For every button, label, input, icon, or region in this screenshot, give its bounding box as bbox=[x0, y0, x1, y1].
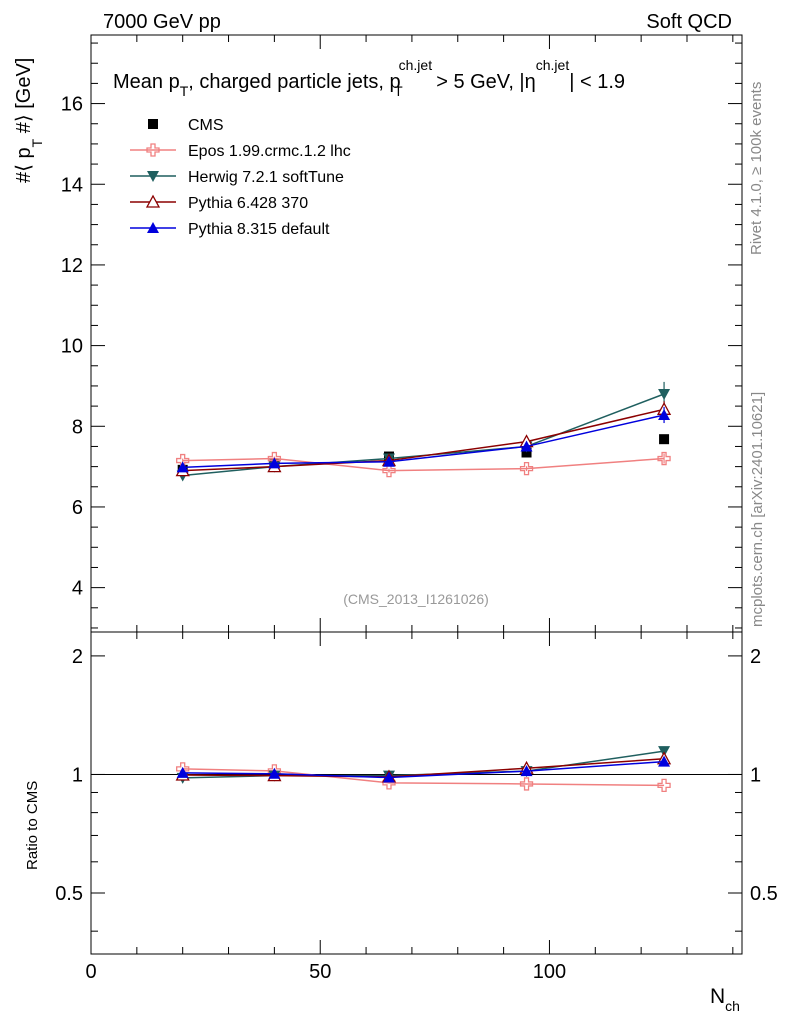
y-tick-label: 4 bbox=[72, 578, 83, 600]
marker-shape bbox=[657, 778, 671, 793]
y-tick-label: 8 bbox=[72, 416, 83, 438]
series-4-point bbox=[658, 408, 671, 420]
header-left: 7000 GeV pp bbox=[103, 11, 221, 33]
marker-shape bbox=[382, 463, 396, 478]
legend: CMS Epos 1.99.crmc.1.2 lhc Herwig 7.2.1 so… bbox=[130, 117, 351, 238]
series-4-point bbox=[176, 461, 189, 473]
x-tick-label: 50 bbox=[309, 961, 331, 983]
legend-entry: Herwig 7.2.1 softTune bbox=[130, 169, 344, 186]
marker-shape bbox=[146, 143, 160, 157]
ratio-plot-frame bbox=[90, 631, 743, 955]
legend-marker bbox=[146, 143, 160, 157]
x-tick-label: 0 bbox=[85, 961, 96, 983]
legend-entry: CMS bbox=[148, 117, 224, 134]
ratio-y-label: Ratio to CMS bbox=[24, 781, 41, 870]
series-4-point bbox=[520, 440, 533, 452]
marker-shape bbox=[519, 777, 534, 791]
legend-label: Pythia 6.428 370 bbox=[188, 195, 308, 212]
legend-label: Epos 1.99.crmc.1.2 lhc bbox=[188, 143, 351, 160]
y-tick-label: 16 bbox=[61, 94, 83, 116]
legend-marker bbox=[147, 171, 159, 182]
series-4-point bbox=[268, 457, 281, 469]
analysis-watermark: (CMS_2013_I1261026) bbox=[343, 591, 489, 607]
plot-title: Mean pT, charged particle jets, pch.jet T… bbox=[113, 57, 625, 99]
legend-marker bbox=[147, 222, 159, 233]
y-tick-label: 14 bbox=[61, 174, 83, 196]
series-1-point bbox=[657, 451, 671, 466]
ratio-series-0-point bbox=[519, 777, 534, 791]
series-3-line bbox=[182, 408, 665, 472]
series-2-point bbox=[658, 389, 671, 401]
main-y-label: #⟨ pT #⟩ [GeV] bbox=[13, 58, 45, 183]
series-0-point bbox=[521, 447, 532, 458]
ratio-series-3-point bbox=[176, 766, 189, 778]
x-axis-label: Nch bbox=[710, 985, 740, 1014]
marker-shape bbox=[519, 461, 534, 476]
marks-group bbox=[175, 381, 672, 793]
ratio-series-3-point bbox=[658, 755, 671, 767]
ratio-y-tick-label-right: 0.5 bbox=[750, 883, 778, 905]
legend-entry: Pythia 6.428 370 bbox=[130, 194, 308, 212]
legend-label: CMS bbox=[188, 117, 224, 134]
ratio-series-3-point bbox=[382, 771, 395, 783]
ratio-y-tick-label: 2 bbox=[72, 646, 83, 668]
ratio-series-3-point bbox=[268, 767, 281, 779]
legend-marker bbox=[145, 194, 161, 208]
ratio-series-0-line bbox=[182, 768, 665, 787]
ratio-y-tick-label-right: 2 bbox=[750, 646, 761, 668]
ratio-y-tick-label: 0.5 bbox=[55, 883, 83, 905]
x-tick-label: 100 bbox=[533, 961, 566, 983]
marker-shape bbox=[657, 451, 671, 466]
series-1-point bbox=[382, 463, 396, 478]
series-4-point bbox=[382, 455, 395, 467]
y-tick-label: 12 bbox=[61, 255, 83, 277]
ratio-series-3-point bbox=[520, 765, 533, 777]
ratio-series-0-point bbox=[657, 778, 671, 793]
legend-label: Pythia 8.315 default bbox=[188, 221, 330, 238]
series-1-point bbox=[519, 461, 534, 476]
legend-marker bbox=[148, 119, 158, 129]
series-0-point bbox=[659, 434, 670, 445]
mcplots-label: mcplots.cern.ch [arXiv:2401.10621] bbox=[749, 392, 766, 627]
y-tick-label: 10 bbox=[61, 336, 83, 358]
rivet-label: Rivet 4.1.0, ≥ 100k events bbox=[748, 82, 765, 255]
ratio-y-tick-label-right: 1 bbox=[750, 764, 761, 786]
legend-label: Herwig 7.2.1 softTune bbox=[188, 169, 344, 186]
legend-entry: Epos 1.99.crmc.1.2 lhc bbox=[130, 143, 351, 160]
header-right: Soft QCD bbox=[646, 11, 732, 33]
ratio-y-tick-label: 1 bbox=[72, 764, 83, 786]
legend-entry: Pythia 8.315 default bbox=[130, 221, 330, 238]
y-tick-label: 6 bbox=[72, 497, 83, 519]
